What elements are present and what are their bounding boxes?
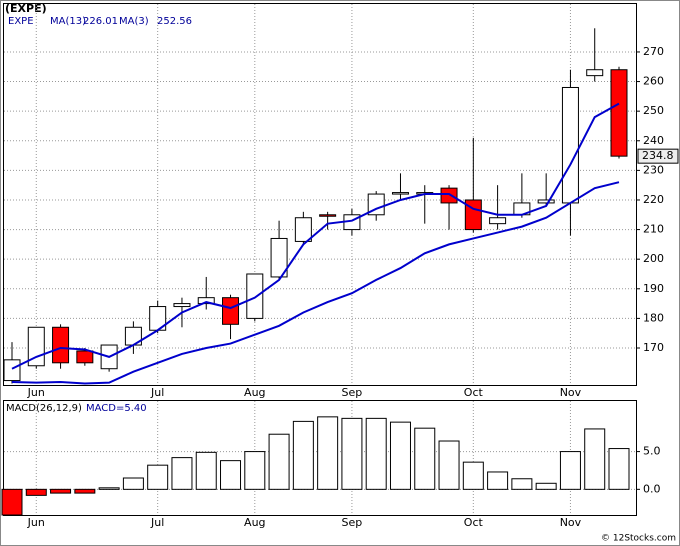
- macd-bar: [147, 464, 169, 490]
- candle-body: [537, 199, 555, 204]
- candle-body: [367, 193, 385, 216]
- macd-bar: [462, 461, 484, 490]
- legend-ma3-value: 252.56: [157, 16, 192, 27]
- y-tick-label: 230: [643, 163, 664, 176]
- candle-body: [76, 350, 94, 364]
- y-tick-label: 200: [643, 252, 664, 265]
- y-tick-label: 170: [643, 341, 664, 354]
- candle-body: [489, 217, 507, 225]
- macd-bar: [317, 416, 339, 490]
- x-tick-label: Oct: [464, 386, 484, 399]
- x-tick-label: Jul: [150, 386, 164, 399]
- macd-bar: [171, 457, 193, 490]
- price-flag: 234.8: [642, 149, 674, 162]
- legend-ma3: MA(3): [119, 16, 149, 27]
- candle-body: [173, 303, 191, 308]
- y-tick-label: 270: [643, 45, 664, 58]
- x-tick-label: Oct: [464, 516, 484, 529]
- macd-bar: [25, 488, 47, 496]
- y-tick-label: 0.0: [643, 482, 661, 495]
- x-tick-label: Aug: [244, 516, 265, 529]
- candle-body: [391, 192, 409, 195]
- macd-bar: [1, 488, 23, 516]
- macd-bar: [487, 471, 509, 490]
- x-tick-label: Nov: [560, 386, 582, 399]
- legend-ma13-value: 226.01: [83, 16, 118, 27]
- macd-bar: [195, 451, 217, 490]
- macd-bar: [414, 427, 436, 490]
- x-tick-label: Aug: [244, 386, 265, 399]
- x-tick-label: Jul: [150, 516, 164, 529]
- candle-body: [586, 69, 604, 77]
- macd-bar: [608, 448, 630, 490]
- legend-symbol: EXPE: [8, 16, 34, 27]
- x-tick-label: Sep: [342, 516, 363, 529]
- macd-legend: MACD(26,12,9): [6, 403, 82, 414]
- y-tick-label: 5.0: [643, 445, 661, 458]
- x-tick-label: Jun: [27, 516, 45, 529]
- candle-body: [561, 86, 579, 204]
- macd-bar: [389, 421, 411, 490]
- ma-line: [11, 102, 620, 370]
- macd-bar: [292, 420, 314, 490]
- candle-body: [197, 297, 215, 305]
- chart-title: (EXPE): [5, 2, 47, 15]
- candle-body: [246, 273, 264, 319]
- x-tick-label: Jun: [27, 386, 45, 399]
- macd-bar: [438, 440, 460, 490]
- macd-bar: [122, 477, 144, 490]
- y-tick-label: 240: [643, 134, 664, 147]
- candle-body: [3, 359, 21, 382]
- y-tick-label: 260: [643, 75, 664, 88]
- y-tick-label: 210: [643, 223, 664, 236]
- candle-body: [294, 217, 312, 242]
- ma-line: [11, 181, 620, 385]
- candle-body: [610, 69, 628, 157]
- macd-bar: [535, 482, 557, 490]
- macd-bar: [220, 460, 242, 490]
- y-tick-label: 220: [643, 193, 664, 206]
- macd-legend-value: MACD=5.40: [86, 403, 147, 414]
- footer: © 12Stocks.com: [601, 534, 676, 544]
- candle-body: [270, 237, 288, 278]
- macd-bar: [268, 433, 290, 490]
- macd-bar: [244, 451, 266, 490]
- legend-ma13: MA(13): [50, 16, 86, 27]
- macd-bar: [50, 488, 72, 494]
- x-tick-label: Sep: [342, 386, 363, 399]
- macd-bar: [365, 417, 387, 490]
- macd-bar: [341, 417, 363, 490]
- price-panel: [3, 3, 637, 386]
- y-tick-label: 180: [643, 311, 664, 324]
- y-tick-label: 250: [643, 104, 664, 117]
- macd-bar: [98, 487, 120, 490]
- candle-body: [440, 187, 458, 204]
- x-tick-label: Nov: [560, 516, 582, 529]
- macd-bar: [584, 428, 606, 490]
- macd-panel: [3, 400, 637, 516]
- macd-bar: [559, 451, 581, 490]
- macd-bar: [511, 478, 533, 490]
- price-flag-bg: [637, 148, 679, 164]
- candle-body: [222, 297, 240, 325]
- y-tick-label: 190: [643, 282, 664, 295]
- macd-bar: [74, 488, 96, 494]
- candle-body: [319, 214, 337, 217]
- candle-body: [52, 326, 70, 364]
